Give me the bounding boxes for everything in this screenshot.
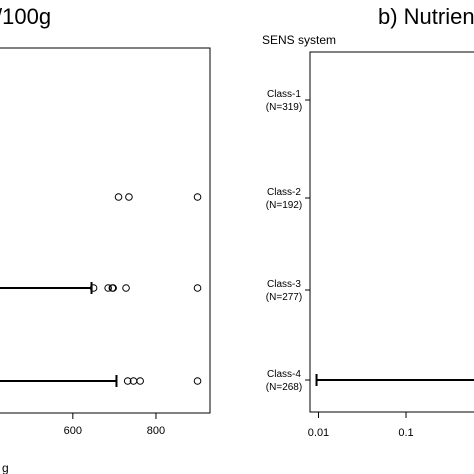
panel-b-title: b) Nutrien [378, 4, 474, 29]
panel-a-outlier-point [89, 284, 98, 292]
panel-a-x-axis-label: g [2, 461, 9, 474]
panel-b-category-label: Class-3 [267, 279, 301, 290]
panel-a-outlier-point [193, 377, 202, 385]
panel-a-title: /100g [0, 4, 51, 29]
panel-a: /100g 600 800 g [0, 4, 211, 474]
panel-b-category-label: Class-1 [267, 89, 301, 100]
panel-a-outlier-point [122, 284, 130, 292]
panel-a-outlier-point [114, 193, 123, 201]
panel-a-outlier-point [123, 377, 132, 385]
panel-a-outlier-point [193, 284, 202, 292]
panel-b-category-count: (N=268) [266, 382, 302, 393]
panel-b: b) Nutrien SENS system Class-1 (N=319) Cla… [262, 4, 474, 439]
panel-b-subtitle: SENS system [262, 33, 336, 47]
panel-b-category-count: (N=277) [266, 292, 302, 303]
panel-a-x-tick-label: 600 [64, 425, 82, 437]
panel-a-outlier-point [193, 193, 202, 201]
panel-a-outlier-point [104, 284, 112, 292]
panel-a-outlier-point [109, 284, 117, 292]
panel-b-plot-frame [309, 51, 474, 413]
panel-b-category-count: (N=192) [266, 200, 302, 211]
panel-b-category-count: (N=319) [266, 102, 302, 113]
panel-a-outlier-point [136, 377, 144, 385]
panel-b-x-tick-label: 0.1 [398, 427, 413, 439]
panel-b-category-label: Class-2 [267, 187, 301, 198]
panel-a-plot-frame [0, 47, 211, 414]
panel-b-x-tick-label: 0.01 [308, 427, 329, 439]
panel-b-category-label: Class-4 [267, 369, 301, 380]
panel-a-outlier-point [125, 193, 133, 201]
panel-a-x-tick-label: 800 [147, 425, 165, 437]
